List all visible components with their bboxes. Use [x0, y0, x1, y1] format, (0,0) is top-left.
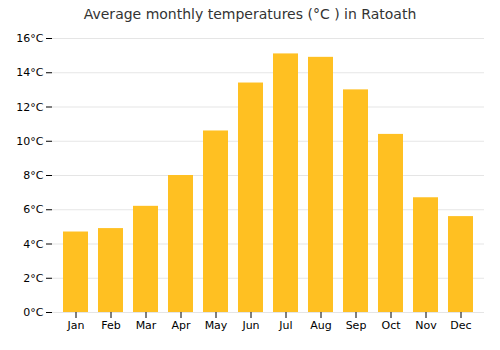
- svg-text:6°C: 6°C: [23, 203, 43, 216]
- svg-text:Aug: Aug: [310, 319, 331, 332]
- svg-text:Oct: Oct: [381, 319, 401, 332]
- svg-text:May: May: [205, 319, 228, 332]
- svg-text:Feb: Feb: [101, 319, 120, 332]
- svg-text:Sep: Sep: [346, 319, 367, 332]
- svg-text:14°C: 14°C: [16, 66, 43, 79]
- svg-text:Mar: Mar: [136, 319, 157, 332]
- svg-text:16°C: 16°C: [16, 32, 43, 45]
- svg-text:2°C: 2°C: [23, 272, 43, 285]
- svg-text:Dec: Dec: [450, 319, 471, 332]
- svg-text:10°C: 10°C: [16, 135, 43, 148]
- svg-text:Apr: Apr: [171, 319, 191, 332]
- svg-text:Nov: Nov: [415, 319, 437, 332]
- svg-text:0°C: 0°C: [23, 306, 43, 319]
- html-text:Average monthly temperatures (: Average monthly temperatures (°C ) in Ra…: [83, 6, 417, 22]
- svg-text:12°C: 12°C: [16, 101, 43, 114]
- svg-text:Jul: Jul: [278, 319, 292, 332]
- svg-text:Jan: Jan: [67, 319, 85, 332]
- svg-text:8°C: 8°C: [23, 169, 43, 182]
- svg-text:4°C: 4°C: [23, 238, 43, 251]
- svg-text:Jun: Jun: [241, 319, 259, 332]
